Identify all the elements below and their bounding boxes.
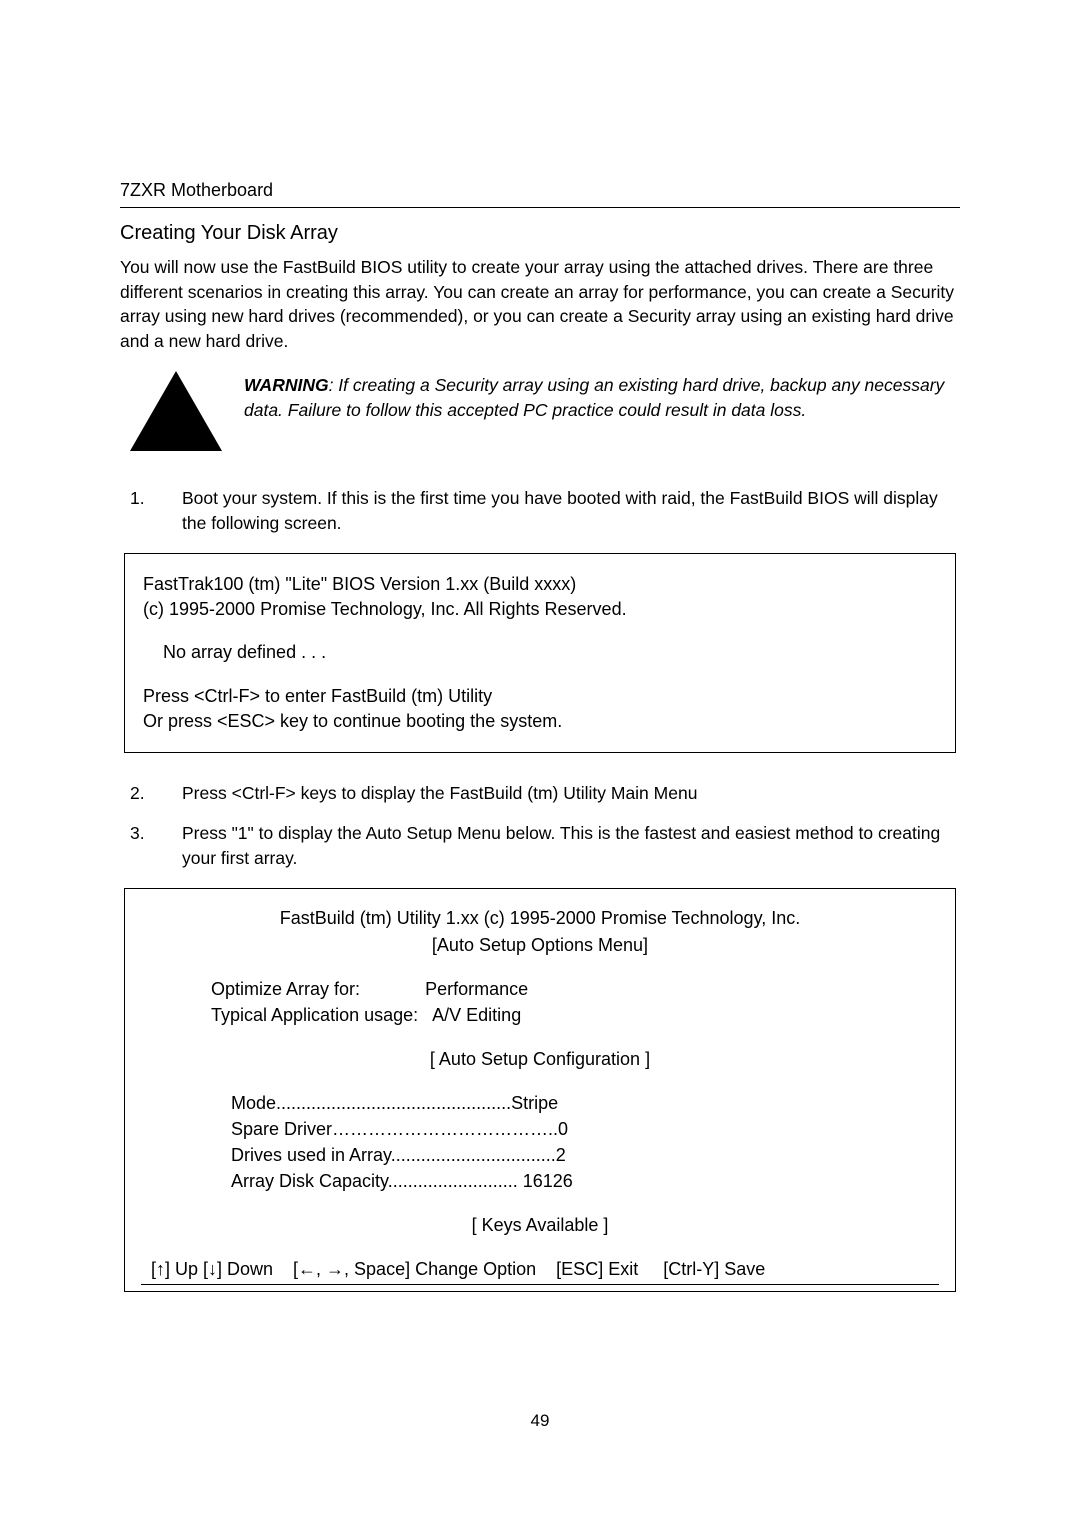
config-row: Array Disk Capacity.....................… (141, 1168, 939, 1194)
step-text: Press <Ctrl-F> keys to display the FastB… (182, 781, 960, 806)
config-label: Array Disk Capacity (231, 1171, 388, 1191)
config-dots: ........................................… (276, 1093, 511, 1113)
config-value: 2 (556, 1145, 566, 1165)
step-number: 1. (130, 486, 154, 535)
document-page: 7ZXR Motherboard Creating Your Disk Arra… (0, 0, 1080, 1352)
warning-block: WARNING: If creating a Security array us… (120, 371, 960, 456)
section-title: Creating Your Disk Array (120, 222, 960, 245)
menu-title: FastBuild (tm) Utility 1.xx (c) 1995-200… (141, 905, 939, 931)
option-value: A/V Editing (432, 1005, 521, 1025)
config-header: [ Auto Setup Configuration ] (141, 1046, 939, 1072)
step-text: Boot your system. If this is the first t… (182, 486, 960, 535)
menu-option-row: Typical Application usage: A/V Editing (141, 1002, 939, 1028)
option-value: Performance (425, 979, 528, 999)
keys-header: [ Keys Available ] (141, 1212, 939, 1238)
header-rule (120, 207, 960, 208)
config-value: Stripe (511, 1093, 558, 1113)
step-item: 2. Press <Ctrl-F> keys to display the Fa… (120, 781, 960, 806)
warning-triangle-icon (130, 371, 222, 456)
step-number: 3. (130, 821, 154, 870)
steps-list-top: 1. Boot your system. If this is the firs… (120, 486, 960, 535)
bios-header-block: FastTrak100 (tm) "Lite" BIOS Version 1.x… (143, 572, 937, 622)
bios-line: Press <Ctrl-F> to enter FastBuild (tm) U… (143, 684, 937, 709)
config-dots: .......................... (388, 1171, 518, 1191)
config-row: Spare Driver………………………………..0 (141, 1116, 939, 1142)
config-dots: ……………………………….. (332, 1119, 558, 1139)
menu-subtitle: [Auto Setup Options Menu] (141, 932, 939, 958)
bios-line: (c) 1995-2000 Promise Technology, Inc. A… (143, 597, 937, 622)
config-row: Drives used in Array....................… (141, 1142, 939, 1168)
config-dots: ................................. (391, 1145, 556, 1165)
bios-prompt-block: Press <Ctrl-F> to enter FastBuild (tm) U… (143, 684, 937, 734)
option-label: Optimize Array for: (211, 979, 360, 999)
option-label: Typical Application usage: (211, 1005, 418, 1025)
config-row: Mode....................................… (141, 1090, 939, 1116)
bios-screen-box: FastTrak100 (tm) "Lite" BIOS Version 1.x… (124, 553, 956, 753)
warning-body: : If creating a Security array using an … (244, 375, 944, 420)
warning-label: WARNING (244, 375, 329, 395)
step-item: 1. Boot your system. If this is the firs… (120, 486, 960, 535)
header-title: 7ZXR Motherboard (120, 180, 960, 201)
warning-text: WARNING: If creating a Security array us… (244, 371, 960, 422)
steps-list-bottom: 2. Press <Ctrl-F> keys to display the Fa… (120, 781, 960, 871)
menu-option-row: Optimize Array for: Performance (141, 976, 939, 1002)
config-value: 0 (558, 1119, 568, 1139)
config-label: Drives used in Array (231, 1145, 391, 1165)
config-label: Mode (231, 1093, 276, 1113)
spacer (141, 958, 939, 976)
step-item: 3. Press "1" to display the Auto Setup M… (120, 821, 960, 870)
bios-line: No array defined . . . (163, 640, 937, 665)
bios-line: Or press <ESC> key to continue booting t… (143, 709, 937, 734)
keys-available-line: [↑] Up [↓] Down [←, →, Space] Change Opt… (141, 1256, 939, 1285)
auto-setup-menu-box: FastBuild (tm) Utility 1.xx (c) 1995-200… (124, 888, 956, 1292)
section-intro: You will now use the FastBuild BIOS util… (120, 255, 960, 353)
bios-status-block: No array defined . . . (143, 640, 937, 665)
step-text: Press "1" to display the Auto Setup Menu… (182, 821, 960, 870)
config-label: Spare Driver (231, 1119, 332, 1139)
step-number: 2. (130, 781, 154, 806)
bios-line: FastTrak100 (tm) "Lite" BIOS Version 1.x… (143, 572, 937, 597)
page-number: 49 (0, 1411, 1080, 1431)
config-value: 16126 (518, 1171, 573, 1191)
